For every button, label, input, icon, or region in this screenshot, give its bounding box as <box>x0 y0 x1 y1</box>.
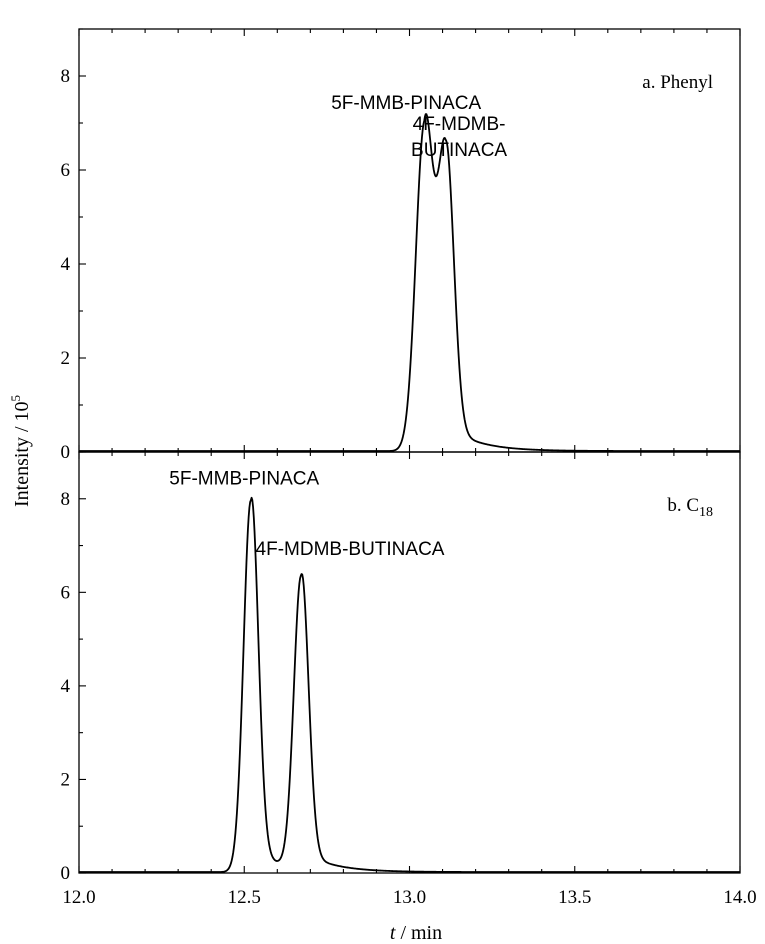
x-tick-label: 13.0 <box>393 887 426 908</box>
y-tick-label: 4 <box>61 254 71 275</box>
x-axis-label-symbol: t <box>390 922 396 944</box>
peak-label: 5F-MMB-PINACA <box>331 93 481 114</box>
y-tick-label: 4 <box>61 676 71 697</box>
chromatogram-trace <box>78 496 741 873</box>
x-tick-label: 12.5 <box>228 887 261 908</box>
panel-b: 0 2 4 6 8 5F-MMB-PINACA 4F-MDMB-BUTINACA b. C18 <box>61 451 741 884</box>
plot-frame <box>78 451 741 874</box>
y-axis-label-exponent: 5 <box>8 395 23 402</box>
y-tick-label: 6 <box>61 582 71 603</box>
x-axis-label-unit: / min <box>395 922 442 944</box>
x-tick-label: 13.5 <box>558 887 591 908</box>
panel-label: a. Phenyl <box>642 72 713 93</box>
peak-label: 4F-MDMB- <box>413 114 506 135</box>
chromatogram-trace <box>78 113 741 452</box>
y-tick-label: 2 <box>61 348 71 369</box>
y-tick-label: 0 <box>61 442 71 463</box>
peak-label: 5F-MMB-PINACA <box>169 469 319 490</box>
peak-label: 4F-MDMB-BUTINACA <box>256 539 445 560</box>
x-tick-label: 14.0 <box>723 887 756 908</box>
peak-label: BUTINACA <box>411 140 507 161</box>
y-axis-label-base: Intensity / 10 <box>11 401 33 507</box>
y-tick-label: 2 <box>61 769 71 790</box>
x-tick-label: 12.0 <box>62 887 95 908</box>
y-axis-label: Intensity / 105 <box>8 395 33 507</box>
y-tick-label: 8 <box>61 66 71 87</box>
y-tick-label: 6 <box>61 160 71 181</box>
y-tick-label: 0 <box>61 863 71 884</box>
y-tick-label: 8 <box>61 489 71 510</box>
panel-label: b. C18 <box>667 495 713 520</box>
x-axis-label: t / min <box>390 922 442 944</box>
